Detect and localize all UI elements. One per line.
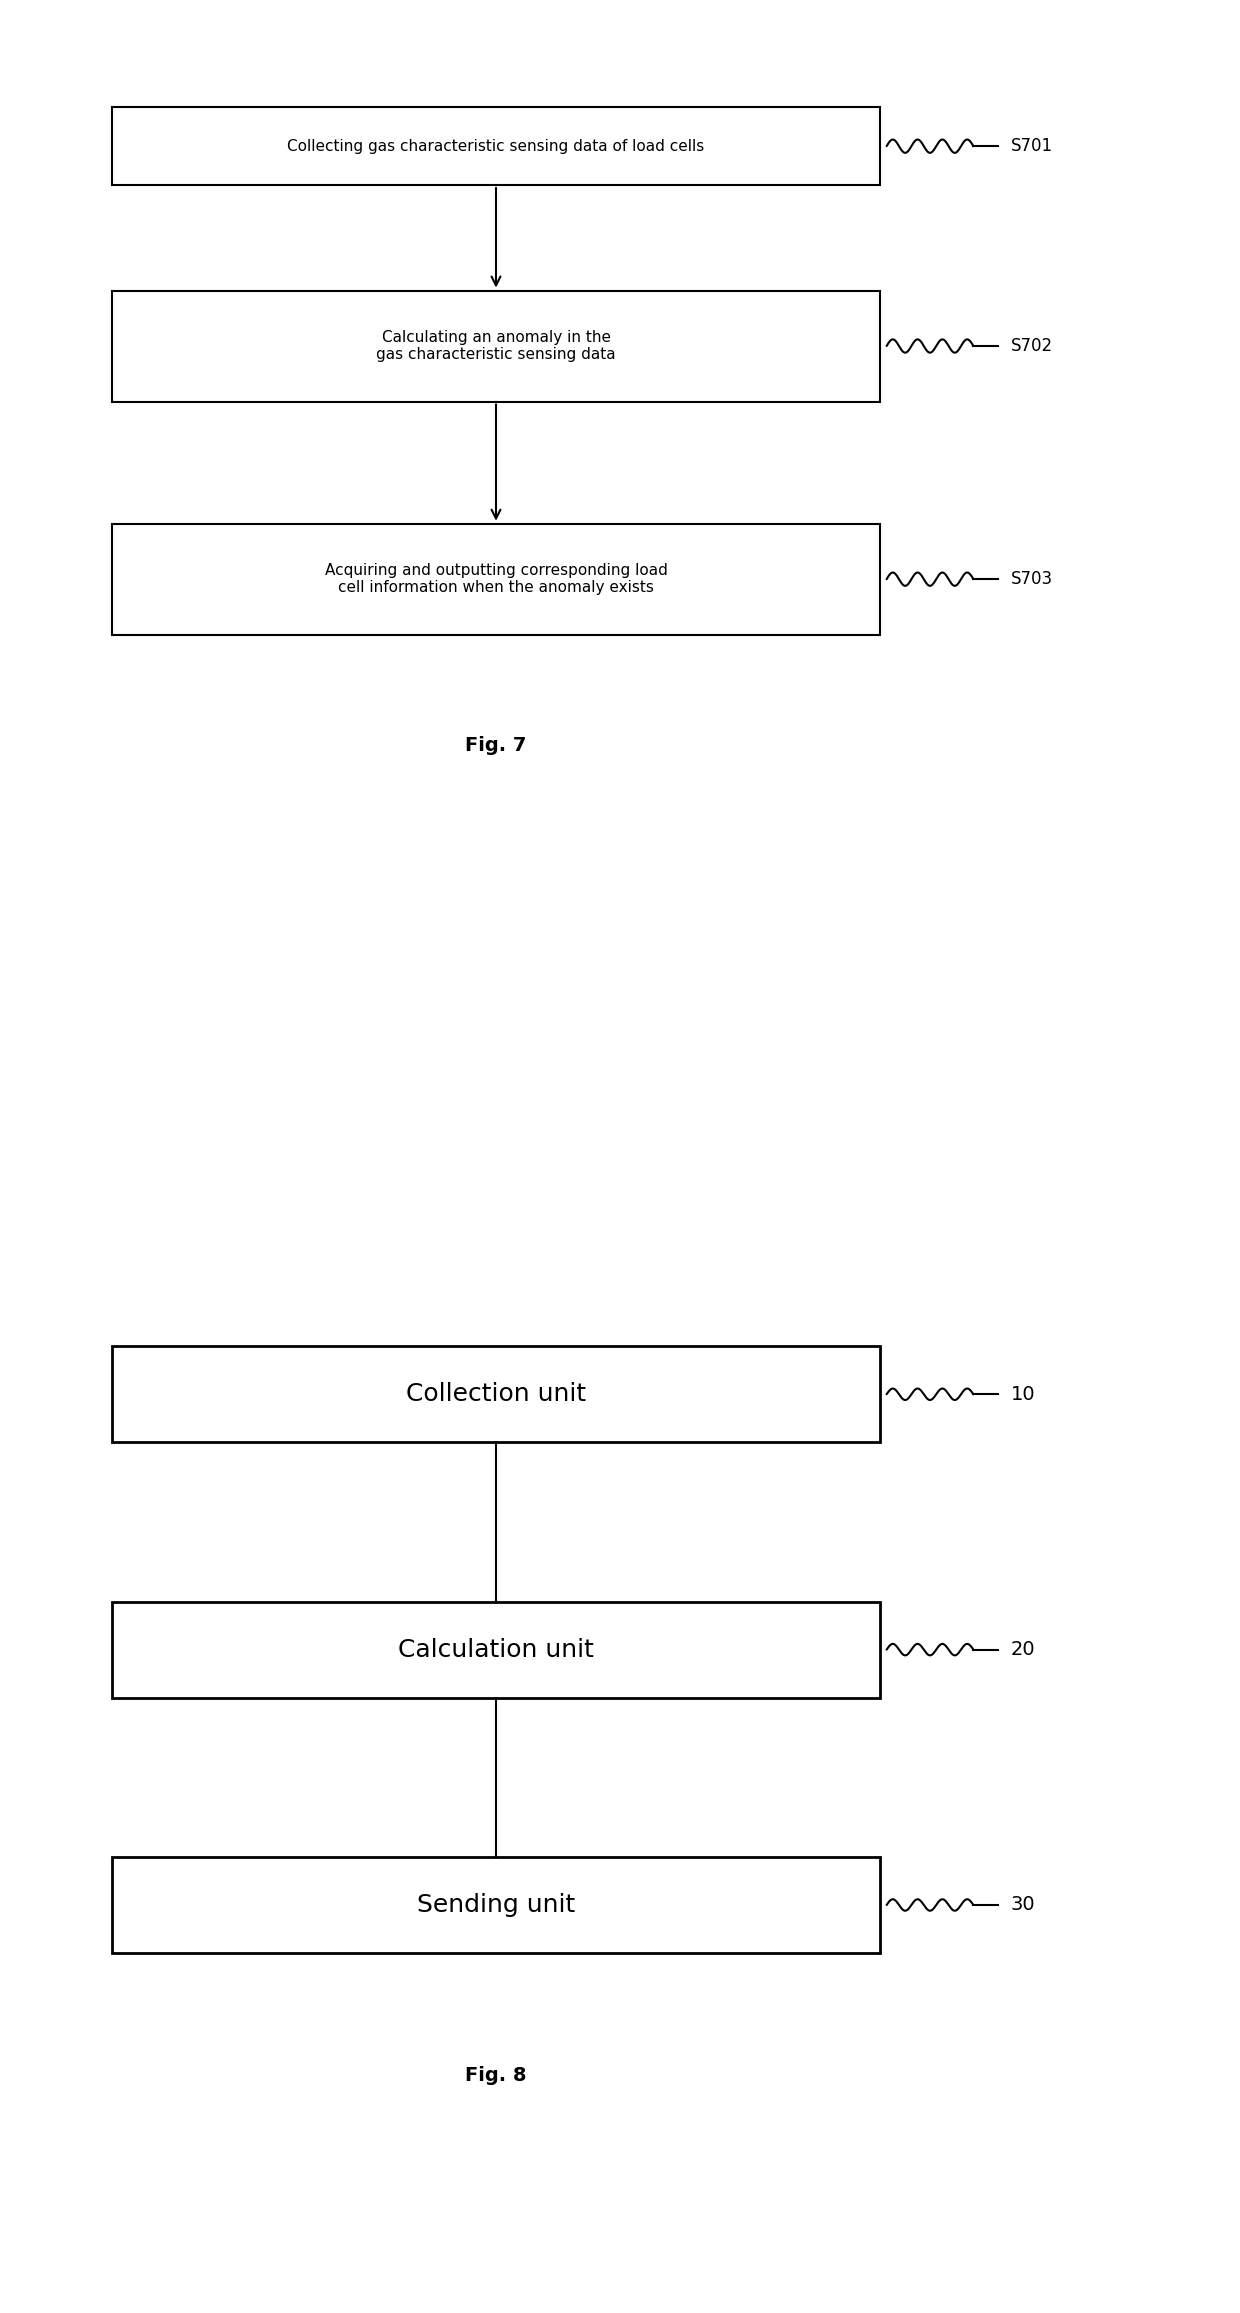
Text: Fig. 7: Fig. 7	[465, 736, 527, 756]
FancyBboxPatch shape	[112, 1603, 880, 1698]
Text: Collection unit: Collection unit	[405, 1383, 587, 1406]
Text: Acquiring and outputting corresponding load
cell information when the anomaly ex: Acquiring and outputting corresponding l…	[325, 562, 667, 594]
Text: 10: 10	[1011, 1385, 1035, 1404]
FancyBboxPatch shape	[112, 291, 880, 402]
Text: 20: 20	[1011, 1640, 1035, 1658]
Text: Calculation unit: Calculation unit	[398, 1638, 594, 1661]
FancyBboxPatch shape	[112, 106, 880, 185]
Text: 30: 30	[1011, 1894, 1035, 1915]
Text: Fig. 8: Fig. 8	[465, 2066, 527, 2084]
FancyBboxPatch shape	[112, 1346, 880, 1443]
FancyBboxPatch shape	[112, 1857, 880, 1952]
Text: Collecting gas characteristic sensing data of load cells: Collecting gas characteristic sensing da…	[288, 139, 704, 153]
FancyBboxPatch shape	[112, 523, 880, 634]
Text: S702: S702	[1011, 338, 1053, 354]
Text: S701: S701	[1011, 136, 1053, 155]
Text: S703: S703	[1011, 571, 1053, 588]
Text: Sending unit: Sending unit	[417, 1892, 575, 1917]
Text: Calculating an anomaly in the
gas characteristic sensing data: Calculating an anomaly in the gas charac…	[376, 331, 616, 363]
